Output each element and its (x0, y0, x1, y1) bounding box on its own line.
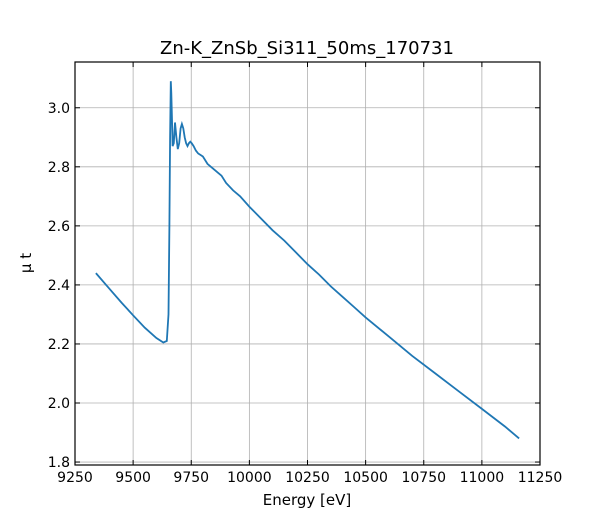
x-tick-label: 10250 (285, 470, 330, 486)
x-tick-label: 9500 (115, 470, 151, 486)
x-tick-label: 10500 (343, 470, 388, 486)
x-axis-label: Energy [eV] (263, 491, 351, 509)
y-tick-label: 3.0 (48, 101, 70, 117)
x-tick-label: 10750 (401, 470, 446, 486)
y-tick-label: 2.8 (48, 160, 70, 176)
x-tick-label: 11250 (518, 470, 563, 486)
x-tick-label: 9750 (173, 470, 209, 486)
chart-title: Zn-K_ZnSb_Si311_50ms_170731 (160, 38, 454, 59)
y-tick-label: 1.8 (48, 455, 70, 471)
y-axis-label: μ t (17, 253, 35, 273)
ticks: 9250 9500 9750 10000 10250 10500 10750 11000 112… (48, 62, 563, 486)
y-tick-label: 2.4 (48, 278, 70, 294)
x-tick-label: 10000 (227, 470, 272, 486)
x-tick-label: 9250 (57, 470, 93, 486)
y-tick-label: 2.0 (48, 396, 70, 412)
x-tick-label: 11000 (460, 470, 505, 486)
y-tick-label: 2.6 (48, 219, 70, 235)
series-line (95, 81, 520, 440)
y-tick-label: 2.2 (48, 337, 70, 353)
